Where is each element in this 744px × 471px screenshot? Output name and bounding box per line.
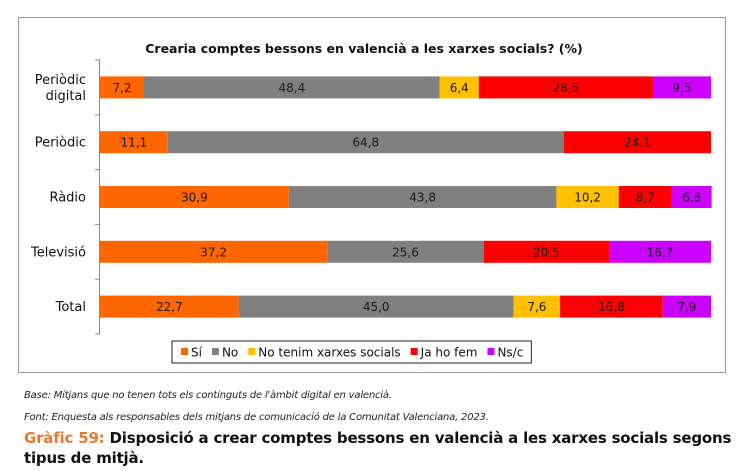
legend-swatch [181, 348, 188, 355]
data-label: 6,5 [682, 191, 701, 205]
legend-swatch [211, 348, 219, 355]
category-label: Periòdic [35, 136, 86, 151]
bar-s--2 [100, 186, 289, 208]
category-label: Total [55, 300, 86, 315]
bar-ja-ho-fem-4 [560, 295, 663, 318]
data-label: 16,8 [598, 300, 625, 314]
bar-no-1 [167, 131, 564, 154]
data-label: 48,4 [278, 81, 305, 95]
base-note: Base: Mitjans que no tenen tots els cont… [24, 390, 392, 401]
bar-s--1 [100, 131, 168, 154]
caption-text: Disposició a crear comptes bessons en va… [24, 429, 732, 467]
data-label: 64,8 [352, 136, 379, 150]
bar-no-tenim-xarxes-socials-4 [513, 295, 561, 318]
category-labels: Periòdic digital Periòdic Ràdio Televisió Tot… [30, 73, 86, 315]
data-label: 30,9 [181, 191, 208, 205]
data-label: 6,4 [450, 81, 469, 95]
legend-label: Ns/c [497, 346, 523, 360]
data-label: 24,1 [624, 136, 651, 150]
category-label: Ràdio [49, 191, 86, 206]
legend-label: No [222, 346, 238, 360]
data-label: 7,6 [527, 300, 546, 314]
legend-swatch [487, 348, 495, 355]
legend: Sí No No tenim xarxes socials Ja ho fem Ns/c [171, 340, 532, 364]
bar-ns-c-4 [662, 295, 711, 318]
legend-swatch [248, 348, 256, 355]
bar-s--4 [100, 295, 239, 318]
bar-ja-ho-fem-2 [618, 186, 672, 208]
legend-swatch [410, 348, 418, 355]
source-note: Font: Enquesta als responsables dels mit… [24, 412, 489, 423]
bar-ja-ho-fem-3 [483, 240, 609, 263]
data-label: 10,2 [574, 191, 601, 205]
legend-label: Sí [191, 346, 203, 360]
bars: 7,2 48,4 6,4 28,5 9,5 11,1 64,8 24,1 30,9 43,8 10,… [100, 76, 712, 318]
data-label: 37,2 [200, 245, 227, 259]
data-label: 20,5 [533, 245, 560, 259]
data-label: 11,1 [121, 136, 148, 150]
bar-no-tenim-xarxes-socials-2 [556, 186, 619, 208]
y-axis [95, 59, 100, 335]
data-label: 16,7 [647, 245, 674, 259]
bar-ns-c-0 [652, 76, 711, 99]
data-label: 7,2 [112, 81, 131, 95]
bar-ns-c-2 [671, 186, 712, 208]
data-label: 43,8 [409, 191, 436, 205]
data-label: 22,7 [156, 300, 183, 314]
bar-no-2 [288, 186, 557, 208]
chart-title: Crearia comptes bessons en valencià a le… [145, 41, 583, 56]
data-label: 8,7 [636, 191, 655, 205]
category-label: Televisió [30, 245, 86, 260]
legend-label: No tenim xarxes socials [258, 346, 400, 360]
category-label: Periòdic digital [35, 73, 86, 104]
bar-no-tenim-xarxes-socials-0 [439, 76, 479, 99]
caption-label: Gràfic 59: [24, 429, 105, 447]
bar-ns-c-3 [608, 240, 711, 263]
bar-ja-ho-fem-1 [563, 131, 711, 154]
data-label: 7,9 [677, 300, 696, 314]
bar-no-3 [327, 240, 484, 263]
data-label: 45,0 [363, 300, 390, 314]
legend-box [171, 340, 532, 364]
bar-no-0 [143, 76, 440, 99]
data-label: 9,5 [672, 81, 691, 95]
data-label: 25,6 [392, 245, 419, 259]
bar-ja-ho-fem-0 [478, 76, 653, 99]
stacked-bar-chart: Crearia comptes bessons en valencià a le… [30, 41, 712, 364]
legend-label: Ja ho fem [420, 346, 478, 360]
data-label: 28,5 [553, 81, 580, 95]
bar-s--3 [100, 240, 328, 263]
bar-no-4 [238, 295, 514, 318]
bar-s--0 [100, 76, 144, 99]
figure-caption: Gràfic 59: Disposició a crear comptes be… [24, 428, 739, 468]
